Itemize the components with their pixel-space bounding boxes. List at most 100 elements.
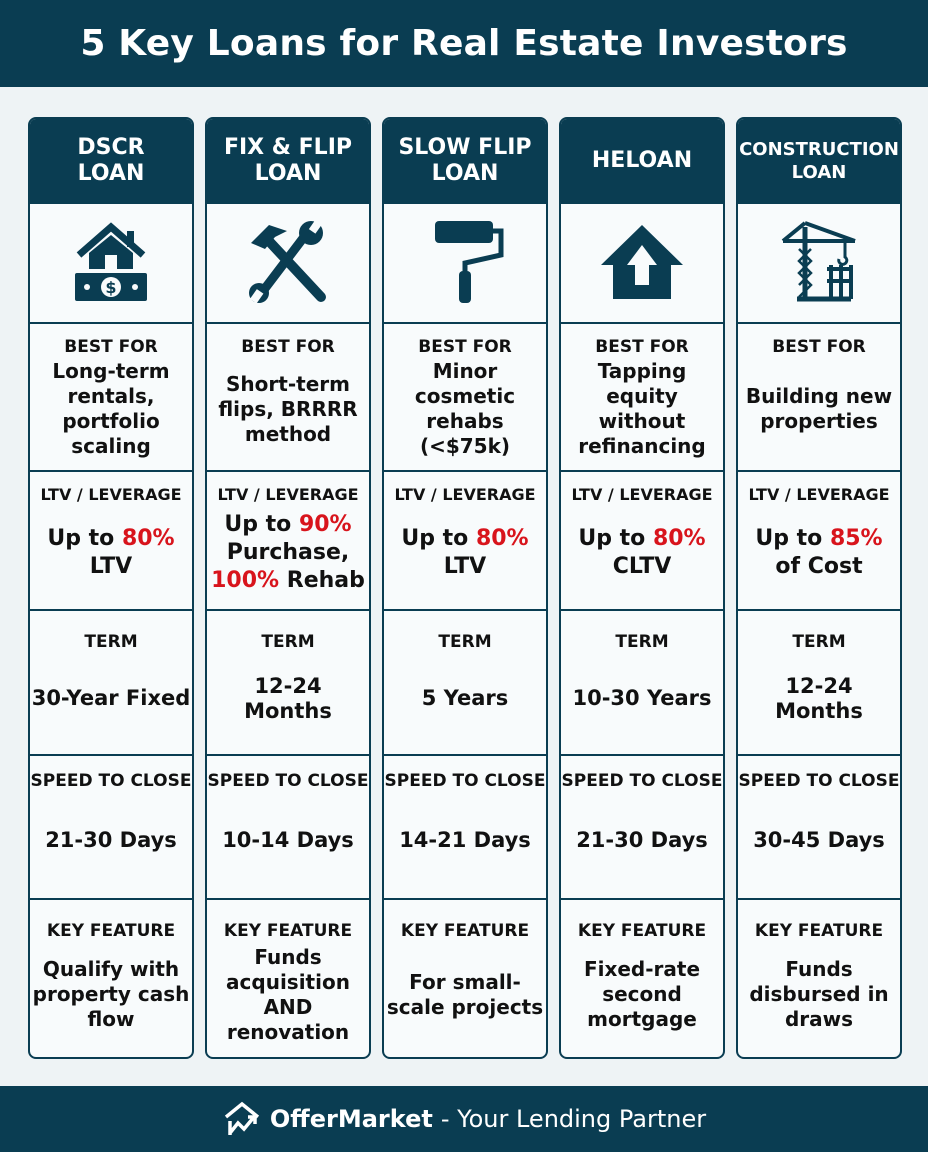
best-for-cell: BEST FOR Tapping equity without refinanci… [561, 322, 723, 470]
ltv-value: Up to 80% LTV [384, 525, 546, 581]
ltv-part: LTV [89, 553, 133, 579]
loan-columns: DSCR LOAN $ BEST FOR Long-term rentals, p… [28, 117, 902, 1059]
ltv-part: LTV [443, 553, 487, 579]
loan-column: FIX & FLIP LOAN BEST FOR Short-term flips… [205, 117, 371, 1059]
ltv-part: Up to [401, 525, 476, 551]
speed-cell: SPEED TO CLOSE 21-30 Days [561, 754, 723, 898]
ltv-part: Up to [47, 525, 122, 551]
loan-name: HELOAN [561, 119, 723, 202]
term-label: TERM [261, 632, 315, 652]
best-for-value: Short-term flips, BRRRR method [218, 371, 358, 446]
key-feature-value: Qualify with property cash flow [32, 957, 190, 1031]
term-value: 12-24 Months [244, 673, 332, 723]
key-feature-cell: KEY FEATURE Qualify with property cash fl… [30, 898, 192, 1057]
term-cell: TERM 12-24 Months [738, 609, 900, 754]
key-feature-label: KEY FEATURE [400, 921, 530, 941]
ltv-part: Up to [224, 511, 299, 537]
term-label: TERM [792, 632, 846, 652]
best-for-label: BEST FOR [595, 337, 689, 357]
page-title: 5 Key Loans for Real Estate Investors [80, 23, 848, 64]
loan-name: FIX & FLIP LOAN [207, 119, 369, 202]
speed-cell: SPEED TO CLOSE 21-30 Days [30, 754, 192, 898]
best-for-value: Building new properties [745, 384, 893, 433]
speed-label: SPEED TO CLOSE [30, 771, 192, 791]
svg-text:$: $ [105, 278, 116, 297]
speed-value: 10-14 Days [222, 827, 354, 852]
term-label: TERM [84, 632, 138, 652]
ltv-part: 90% [298, 511, 352, 537]
best-for-label: BEST FOR [241, 337, 335, 357]
ltv-value: Up to 80% CLTV [561, 525, 723, 581]
speed-value: 30-45 Days [753, 827, 885, 852]
house-arrow-up-icon [599, 221, 685, 305]
term-label: TERM [615, 632, 669, 652]
term-value: 30-Year Fixed [31, 686, 191, 710]
speed-label: SPEED TO CLOSE [384, 771, 546, 791]
key-feature-cell: KEY FEATURE Funds disbursed in draws [738, 898, 900, 1057]
loan-column: CONSTRUCTION LOAN BEST FOR Building new p… [736, 117, 902, 1059]
ltv-part: 80% [652, 525, 706, 551]
loan-column: HELOAN BEST FOR Tapping equity without re… [559, 117, 725, 1059]
best-for-value: Minor cosmetic rehabs (<$75k) [414, 359, 516, 458]
icon-cell [561, 202, 723, 322]
ltv-value: Up to 85% of Cost [738, 525, 900, 581]
key-feature-value: Funds disbursed in draws [749, 957, 889, 1031]
key-feature-value: For small-scale projects [386, 969, 544, 1019]
ltv-part: of Cost [775, 553, 863, 579]
icon-cell [738, 202, 900, 322]
speed-label: SPEED TO CLOSE [561, 771, 723, 791]
term-value: 5 Years [421, 686, 509, 710]
ltv-part: Up to [755, 525, 830, 551]
ltv-label: LTV / LEVERAGE [394, 485, 536, 504]
key-feature-label: KEY FEATURE [46, 921, 176, 941]
best-for-value: Tapping equity without refinancing [578, 359, 706, 458]
ltv-part: CLTV [612, 553, 672, 579]
best-for-value: Long-term rentals, portfolio scaling [52, 359, 170, 458]
ltv-value: Up to 90% Purchase, 100% Rehab [207, 511, 369, 595]
ltv-cell: LTV / LEVERAGE Up to 85% of Cost [738, 470, 900, 609]
ltv-part: 85% [829, 525, 883, 551]
ltv-cell: LTV / LEVERAGE Up to 80% LTV [30, 470, 192, 609]
speed-value: 14-21 Days [399, 827, 531, 852]
hammer-wrench-icon [245, 219, 331, 307]
house-money-icon: $ [71, 219, 151, 307]
best-for-label: BEST FOR [772, 337, 866, 357]
speed-cell: SPEED TO CLOSE 30-45 Days [738, 754, 900, 898]
brand-name: OfferMarket [269, 1105, 433, 1133]
ltv-label: LTV / LEVERAGE [571, 485, 713, 504]
best-for-cell: BEST FOR Building new properties [738, 322, 900, 470]
icon-cell: $ [30, 202, 192, 322]
ltv-cell: LTV / LEVERAGE Up to 90% Purchase, 100% R… [207, 470, 369, 609]
speed-label: SPEED TO CLOSE [738, 771, 900, 791]
key-feature-label: KEY FEATURE [577, 921, 707, 941]
ltv-cell: LTV / LEVERAGE Up to 80% LTV [384, 470, 546, 609]
key-feature-label: KEY FEATURE [754, 921, 884, 941]
best-for-label: BEST FOR [64, 337, 158, 357]
key-feature-label: KEY FEATURE [223, 921, 353, 941]
ltv-label: LTV / LEVERAGE [40, 485, 182, 504]
ltv-part: 80% [475, 525, 529, 551]
tagline: - Your Lending Partner [440, 1105, 707, 1133]
term-label: TERM [438, 632, 492, 652]
loan-column: DSCR LOAN $ BEST FOR Long-term rentals, p… [28, 117, 194, 1059]
crane-icon [779, 219, 859, 307]
paint-roller-icon [425, 219, 505, 307]
term-cell: TERM 10-30 Years [561, 609, 723, 754]
key-feature-value: Fixed-rate second mortgage [583, 957, 701, 1031]
key-feature-cell: KEY FEATURE For small-scale projects [384, 898, 546, 1057]
speed-cell: SPEED TO CLOSE 10-14 Days [207, 754, 369, 898]
term-cell: TERM 30-Year Fixed [30, 609, 192, 754]
best-for-cell: BEST FOR Long-term rentals, portfolio sca… [30, 322, 192, 470]
key-feature-cell: KEY FEATURE Funds acquisition AND renovat… [207, 898, 369, 1057]
term-value: 12-24 Months [775, 673, 863, 723]
ltv-value: Up to 80% LTV [30, 525, 192, 581]
loan-name: SLOW FLIP LOAN [384, 119, 546, 202]
title-bar: 5 Key Loans for Real Estate Investors [0, 0, 928, 87]
loan-name: CONSTRUCTION LOAN [738, 119, 900, 202]
ltv-cell: LTV / LEVERAGE Up to 80% CLTV [561, 470, 723, 609]
term-cell: TERM 12-24 Months [207, 609, 369, 754]
speed-value: 21-30 Days [576, 827, 708, 852]
loan-column: SLOW FLIP LOAN BEST FOR Minor cosmetic re… [382, 117, 548, 1059]
ltv-label: LTV / LEVERAGE [217, 485, 359, 504]
term-cell: TERM 5 Years [384, 609, 546, 754]
